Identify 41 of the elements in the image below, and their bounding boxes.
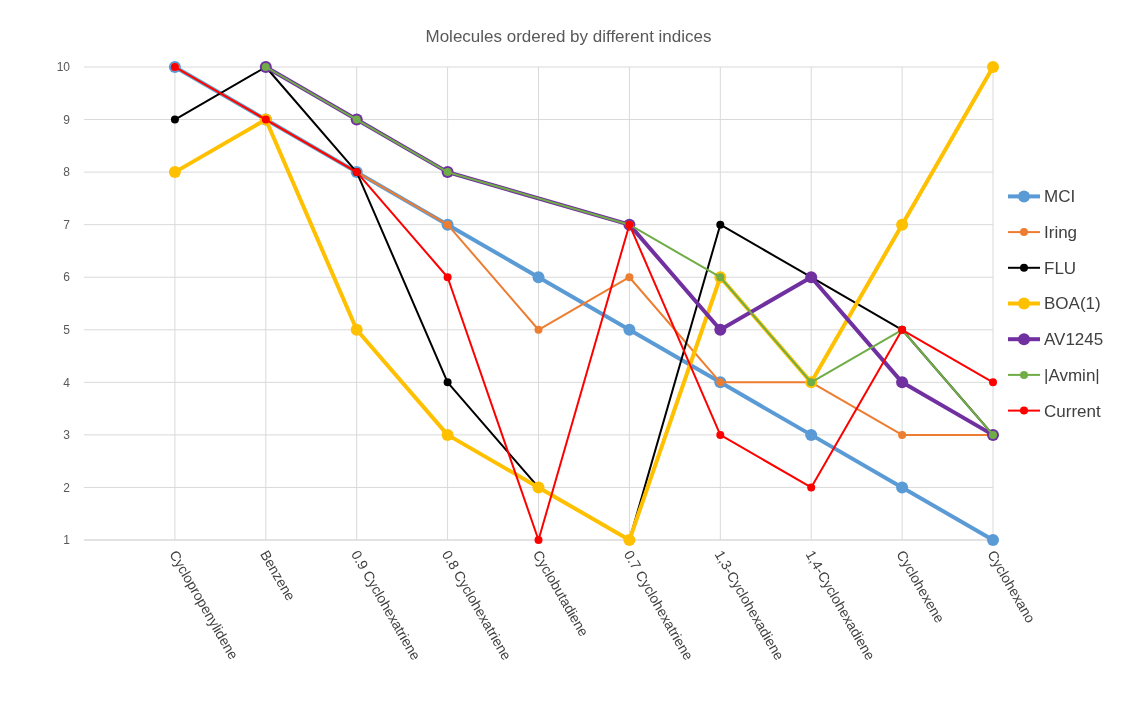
y-tick-label: 10 [56,60,71,75]
point [168,166,181,179]
point [716,220,725,229]
legend-label: MCI [1044,187,1076,207]
y-tick-label: 4 [63,375,71,390]
point [896,376,909,389]
point [443,378,452,387]
point [987,61,999,73]
point [898,430,907,439]
y-tick-label: 8 [63,165,71,180]
y-tick-label: 6 [63,270,71,285]
point [534,325,543,334]
point [532,271,545,284]
point [534,536,543,544]
legend-label: AV1245 [1044,330,1104,350]
point [989,378,997,387]
y-tick-label: 2 [63,480,71,495]
legend-label: Iring [1044,223,1078,243]
point [170,115,179,124]
point [625,273,634,282]
point [896,481,909,494]
point [350,323,363,336]
y-tick-label: 7 [63,217,71,232]
point [623,323,636,336]
point [807,483,816,492]
point [716,430,725,439]
legend-label: FLU [1044,258,1077,278]
legend-label: BOA(1) [1044,294,1101,314]
y-tick-label: 9 [63,112,71,127]
y-tick-label: 3 [63,428,71,443]
legend-label: Current [1044,401,1101,421]
point [805,428,818,441]
point [443,273,452,282]
point [896,218,909,231]
point [714,323,727,336]
point [441,428,454,441]
legend-label: |Avmin| [1044,365,1100,385]
y-tick-label: 5 [63,322,71,337]
y-tick-label: 1 [63,533,71,548]
point [987,534,999,546]
chart-title: Molecules ordered by different indices [425,27,712,46]
